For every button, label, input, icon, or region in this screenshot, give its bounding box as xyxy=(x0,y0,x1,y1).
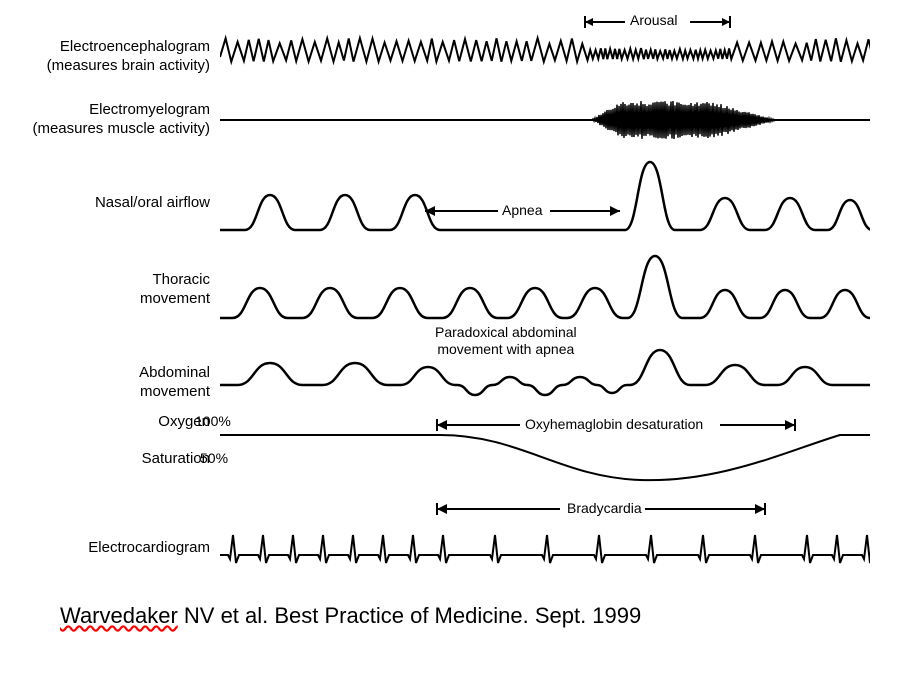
paradoxical-label: Paradoxical abdominal movement with apne… xyxy=(435,324,577,358)
emg-wave xyxy=(220,90,870,150)
sat-100: 100% xyxy=(195,413,231,429)
abdominal-row: Abdominal movement Paradoxical abdominal… xyxy=(10,330,898,405)
ecg-row: Electrocardiogram xyxy=(10,523,898,573)
ecg-label: Electrocardiogram xyxy=(10,539,220,558)
thoracic-wave xyxy=(220,250,870,330)
citation-rest: NV et al. Best Practice of Medicine. Sep… xyxy=(178,603,641,628)
nasal-wave xyxy=(220,158,870,248)
oxygen-row: Oxygen Saturation 100% 50% Oxyhemaglobin… xyxy=(10,405,898,495)
arousal-marker-row: Arousal xyxy=(10,10,898,32)
emg-row: Electromyelogram (measures muscle activi… xyxy=(10,90,898,150)
eeg-row: Electroencephalogram (measures brain act… xyxy=(10,32,898,82)
brady-label: Bradycardia xyxy=(567,500,642,516)
nasal-label: Nasal/oral airflow xyxy=(10,194,220,213)
ecg-wave xyxy=(220,523,870,573)
citation: Warvedaker NV et al. Best Practice of Me… xyxy=(10,603,898,629)
thoracic-label: Thoracic movement xyxy=(10,271,220,309)
sat-50: 50% xyxy=(200,450,228,466)
citation-author: Warvedaker xyxy=(60,603,178,628)
eeg-wave xyxy=(220,32,870,82)
oxy-desat-label: Oxyhemaglobin desaturation xyxy=(525,416,703,432)
thoracic-row: Thoracic movement xyxy=(10,250,898,330)
eeg-label: Electroencephalogram (measures brain act… xyxy=(10,38,220,76)
nasal-row: Nasal/oral airflow Apnea xyxy=(10,158,898,248)
emg-label: Electromyelogram (measures muscle activi… xyxy=(10,101,220,139)
oxygen-label: Oxygen Saturation xyxy=(10,405,220,495)
apnea-label: Apnea xyxy=(502,202,542,218)
abdominal-label: Abdominal movement xyxy=(10,334,220,402)
arousal-bracket-svg xyxy=(220,10,870,32)
arousal-label: Arousal xyxy=(630,12,677,28)
brady-bracket-svg xyxy=(220,495,870,523)
brady-marker-row: Bradycardia xyxy=(10,495,898,523)
